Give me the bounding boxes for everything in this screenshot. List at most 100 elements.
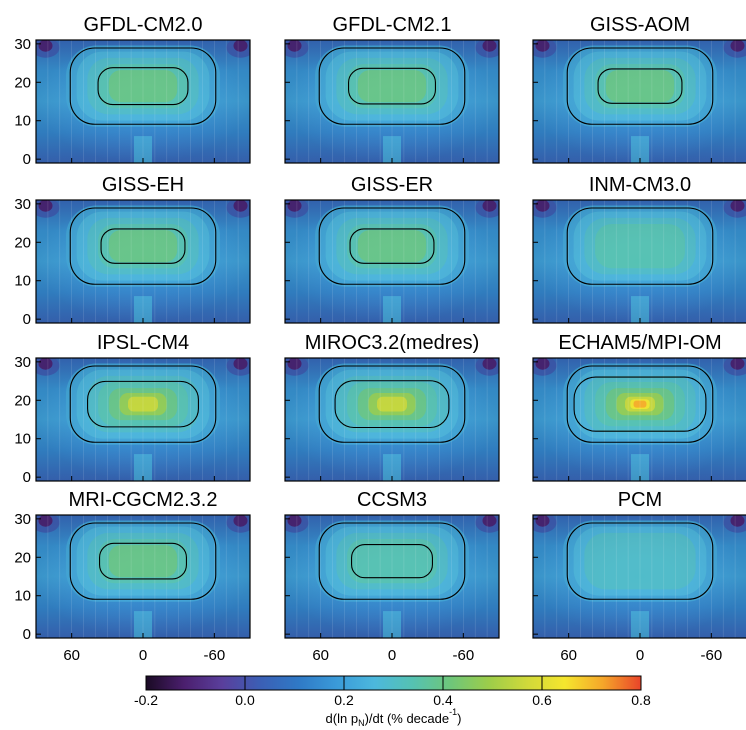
colorbar-tick-label: 0.0: [235, 692, 255, 708]
panel-10: MRI-CGCM2.3.2 0 10 20 30 60 0 -60: [14, 489, 251, 664]
x-tick-label: -60: [203, 647, 225, 664]
panel-5: GISS-ER: [284, 174, 500, 324]
panel-title: GISS-EH: [102, 174, 184, 196]
shading: [533, 40, 746, 163]
colorbar-tick-label: 0.2: [334, 692, 354, 708]
y-tick-label: 30: [14, 196, 31, 213]
contour-inner: [99, 542, 187, 580]
x-tick-label: 60: [560, 647, 577, 664]
shading: [533, 515, 746, 638]
y-tick-label: 20: [14, 392, 31, 409]
panel-12: PCM 60 0 -60: [532, 489, 746, 664]
panel-title: GISS-ER: [351, 174, 433, 196]
heatmap-field: [285, 40, 499, 163]
y-tick-label: 20: [14, 234, 31, 251]
x-tick-label: 0: [636, 647, 644, 664]
y-tick-label: 10: [14, 588, 31, 605]
y-tick-label: 0: [23, 469, 31, 486]
panel-title: PCM: [618, 489, 662, 511]
shading: [36, 200, 250, 323]
shading: [285, 200, 499, 323]
contour-outer: [318, 47, 466, 125]
heatmap-field: [533, 40, 746, 163]
y-tick-label: 10: [14, 431, 31, 448]
contour-outer: [566, 522, 714, 600]
colorbar-tick-label: 0.6: [532, 692, 552, 708]
shading: [533, 200, 746, 323]
panel-9: ECHAM5/MPI-OM: [532, 332, 746, 482]
y-tick-label: 30: [14, 36, 31, 53]
panel-8: MIROC3.2(medres): [284, 332, 500, 482]
panel-2: GFDL-CM2.1: [284, 14, 500, 164]
contour-outer: [566, 365, 714, 443]
shading: [36, 515, 250, 638]
heatmap-field: [285, 515, 499, 638]
y-tick-label: 20: [14, 74, 31, 91]
contour-outer: [566, 47, 714, 125]
y-tick-label: 30: [14, 354, 31, 371]
y-tick-label: 30: [14, 511, 31, 528]
panel-title: IPSL-CM4: [97, 332, 189, 354]
contour-inner: [100, 228, 186, 264]
contour-inner: [87, 380, 199, 428]
panel-title: ECHAM5/MPI-OM: [558, 332, 721, 354]
panel-grid: GFDL-CM2.0 0 10 20 30 GFDL-CM2.1 GISS-AOM GISS-…: [14, 14, 746, 664]
panel-title: GFDL-CM2.1: [333, 14, 452, 36]
x-tick-label: -60: [700, 647, 722, 664]
colorbar-tick-label: -0.2: [134, 692, 158, 708]
x-tick-label: 60: [312, 647, 329, 664]
heatmap-field: [533, 358, 746, 481]
contour-outer: [318, 207, 466, 285]
y-tick-label: 0: [23, 151, 31, 168]
x-tick-label: 0: [139, 647, 147, 664]
heatmap-field: [285, 358, 499, 481]
panel-title: MRI-CGCM2.3.2: [69, 489, 218, 511]
contour-outer: [69, 522, 217, 600]
panel-4: GISS-EH 0 10 20 30: [14, 174, 251, 328]
heatmap-field: [285, 200, 499, 323]
contour-inner: [334, 380, 450, 429]
shading: [36, 358, 250, 481]
panel-11: CCSM3 60 0 -60: [284, 489, 500, 664]
panel-title: GISS-AOM: [590, 14, 690, 36]
panel-title: GFDL-CM2.0: [84, 14, 203, 36]
contour-outer: [318, 365, 466, 443]
x-tick-label: -60: [452, 647, 474, 664]
y-tick-label: 10: [14, 273, 31, 290]
panel-1: GFDL-CM2.0 0 10 20 30: [14, 14, 251, 168]
heatmap-field: [533, 515, 746, 638]
contour-inner: [597, 68, 683, 104]
colorbar-label: d(ln pN)/dt (% decade-1): [326, 707, 462, 728]
shading: [285, 40, 499, 163]
contour-inner: [351, 543, 433, 579]
heatmap-field: [533, 200, 746, 323]
panel-title: INM-CM3.0: [589, 174, 691, 196]
panel-title: MIROC3.2(medres): [305, 332, 479, 354]
contour-outer: [69, 207, 217, 285]
colorbar-tick-label: 0.4: [433, 692, 453, 708]
contour-inner: [97, 67, 189, 106]
contour-outer: [318, 522, 466, 600]
y-tick-label: 0: [23, 626, 31, 643]
heatmap-field: [36, 358, 250, 481]
contour-outer: [566, 207, 714, 285]
heatmap-field: [36, 200, 250, 323]
contour-inner: [573, 376, 707, 432]
y-tick-label: 0: [23, 311, 31, 328]
y-tick-label: 20: [14, 549, 31, 566]
panel-6: INM-CM3.0: [532, 174, 746, 324]
contour-inner: [348, 67, 436, 105]
heatmap-field: [36, 40, 250, 163]
shading: [285, 358, 499, 481]
panel-title: CCSM3: [357, 489, 427, 511]
contour-outer: [69, 365, 217, 443]
contour-outer: [69, 47, 217, 125]
shading: [285, 515, 499, 638]
colorbar-ramp: [145, 675, 642, 691]
panel-3: GISS-AOM: [532, 14, 746, 164]
panel-7: IPSL-CM4 0 10 20 30: [14, 332, 251, 486]
heatmap-field: [36, 515, 250, 638]
contour-inner: [349, 228, 435, 264]
colorbar-tick-label: 0.8: [631, 692, 651, 708]
